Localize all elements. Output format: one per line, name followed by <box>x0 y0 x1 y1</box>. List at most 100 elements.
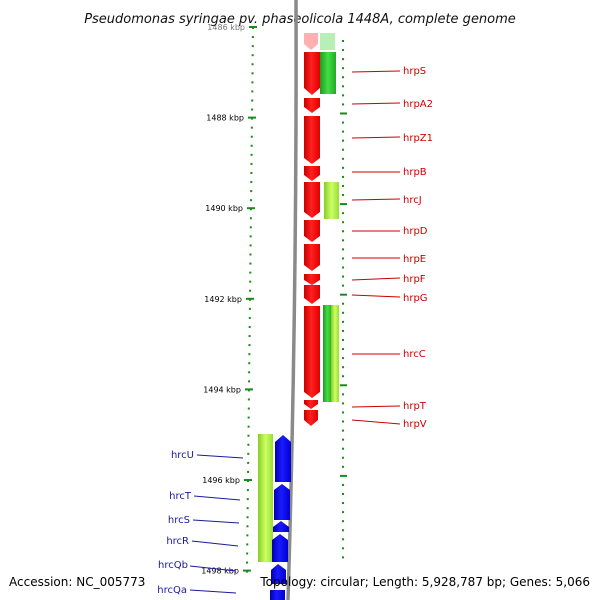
similarity-block <box>258 434 273 562</box>
ruler-minor-tick <box>250 171 253 174</box>
track-tick <box>342 483 344 486</box>
gene-label[interactable]: hrcJ <box>403 195 422 206</box>
ruler-minor-tick <box>251 45 254 48</box>
track-tick <box>342 348 344 351</box>
ruler-minor-tick <box>249 226 252 229</box>
track-tick <box>342 529 344 532</box>
track-tick <box>342 139 344 142</box>
ruler-minor-tick <box>251 99 254 102</box>
similarity-block <box>320 33 335 50</box>
gene-label[interactable]: hrpF <box>403 274 426 285</box>
similarity-block <box>323 305 332 402</box>
gene-label[interactable]: hrpB <box>403 167 427 178</box>
leader-line <box>192 519 240 524</box>
cds-track-red <box>304 33 320 426</box>
ruler-minor-tick <box>250 199 253 202</box>
track-tick <box>342 257 344 260</box>
track-tick <box>342 329 344 332</box>
ruler-major-tick <box>246 207 255 210</box>
ruler-minor-tick <box>247 434 250 437</box>
ruler-minor-tick <box>249 289 252 292</box>
leader-line <box>196 454 244 459</box>
cds-arrow <box>304 98 320 113</box>
leader-line <box>351 70 401 73</box>
track-tick <box>342 284 344 287</box>
leader-line <box>351 136 401 139</box>
ruler-minor-tick <box>249 253 252 256</box>
gene-label[interactable]: hrpD <box>403 226 428 237</box>
gene-label[interactable]: hrpE <box>403 254 426 265</box>
track-tick <box>342 49 344 52</box>
cds-arrow <box>274 484 290 520</box>
ruler-major-tick <box>245 297 254 300</box>
track-tick <box>342 538 344 541</box>
track-tick <box>342 511 344 514</box>
gene-label[interactable]: hrcT <box>169 491 192 502</box>
ruler-major-tick <box>242 569 251 572</box>
gene-label[interactable]: hrcC <box>403 349 426 360</box>
gene-label[interactable]: hrpT <box>403 401 427 412</box>
ruler-minor-tick <box>247 416 250 419</box>
ruler-minor-tick <box>251 90 254 93</box>
cds-arrow <box>304 285 320 304</box>
gene-label[interactable]: hrpS <box>403 66 426 77</box>
track-tick <box>342 338 344 341</box>
track-tick <box>342 67 344 70</box>
cds-arrow <box>304 306 320 398</box>
ruler-minor-tick <box>247 443 250 446</box>
leader-line <box>351 419 401 425</box>
topology-text: Topology: circular; Length: 5,928,787 bp… <box>260 575 590 589</box>
track-tick <box>342 556 344 559</box>
gene-leaders-right <box>351 70 401 425</box>
track-tick <box>342 85 344 88</box>
scale-label: 1496 kbp <box>202 476 240 485</box>
gene-label[interactable]: hrpG <box>403 293 428 304</box>
leader-line <box>191 540 239 547</box>
cds-track-blue <box>270 435 291 600</box>
ruler-minor-tick <box>248 362 251 365</box>
gene-label[interactable]: hrcR <box>166 536 189 547</box>
track-tick <box>342 320 344 323</box>
track-tick <box>340 203 347 206</box>
cds-arrow <box>304 33 318 50</box>
gene-label[interactable]: hrpZ1 <box>403 133 433 144</box>
ruler-minor-tick <box>250 181 253 184</box>
track-tick <box>342 447 344 450</box>
track-tick <box>342 121 344 124</box>
scale-ruler: 1486 kbp 1488 kbp 1490 kbp 1492 kbp 1494 kbp… <box>201 23 257 576</box>
cds-arrow <box>304 410 318 426</box>
ruler-minor-tick <box>248 325 251 328</box>
track-tick <box>342 194 344 197</box>
leader-line <box>351 102 401 105</box>
ruler-minor-tick <box>246 561 249 564</box>
similarity-block <box>324 182 339 219</box>
ruler-minor-tick <box>251 81 254 84</box>
track-tick <box>342 212 344 215</box>
ruler-minor-tick <box>247 425 250 428</box>
ruler-minor-tick <box>247 470 250 473</box>
gene-label[interactable]: hrpA2 <box>403 99 433 110</box>
cds-arrow <box>304 244 320 271</box>
cds-arrow <box>304 274 320 285</box>
ruler-minor-tick <box>246 534 249 537</box>
track-tick <box>342 456 344 459</box>
gene-label[interactable]: hrcQa <box>157 585 187 596</box>
track-tick <box>342 438 344 441</box>
gene-label[interactable]: hrcQb <box>158 560 188 571</box>
track-tick <box>342 248 344 251</box>
leader-line <box>351 277 401 281</box>
leader-line <box>189 565 237 572</box>
track-tick <box>342 393 344 396</box>
ruler-minor-tick <box>249 271 252 274</box>
gene-label[interactable]: hrcS <box>168 515 190 526</box>
scale-label: 1492 kbp <box>204 295 242 304</box>
ruler-minor-tick <box>246 552 249 555</box>
cds-arrow <box>273 521 289 532</box>
ruler-minor-tick <box>251 36 254 39</box>
gene-label[interactable]: hrpV <box>403 419 427 430</box>
right-track-ticks <box>340 40 347 559</box>
gene-label[interactable]: hrcU <box>171 450 194 461</box>
ruler-major-tick <box>243 479 252 481</box>
track-tick <box>342 239 344 242</box>
ruler-minor-tick <box>246 489 249 492</box>
